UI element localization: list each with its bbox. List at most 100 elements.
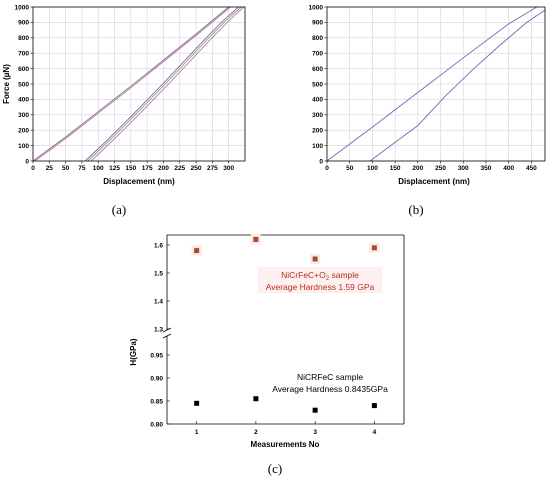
data-point [253,396,259,402]
x-tick-label: 25 [46,165,54,172]
annotation-line: NiCRFeC sample [297,372,363,382]
y-tick-label: 600 [18,66,29,73]
x-tick-label: 150 [125,165,136,172]
data-point [253,236,259,242]
y-tick-label: 200 [312,128,323,135]
annotation-base: NiCRFeC sample Average Hardness 0.8435GP… [272,372,388,394]
data-point [371,245,377,251]
plot-frame [162,234,405,425]
x-tick-label: 3 [313,429,317,436]
y-tick-label: 800 [312,35,323,42]
axis-break-mark [162,327,172,333]
annotation-line: NiCrFeC+O [281,270,326,280]
x-tick-label: 250 [191,165,202,172]
x-tick-label: 75 [78,165,86,172]
x-tick-label: 0 [325,165,329,172]
x-tick-label: 300 [458,165,469,172]
annotation-highlight [258,267,382,293]
y-tick-label: 900 [18,20,29,27]
y-tick-label: 100 [18,143,29,150]
grid [324,6,545,164]
data-point [371,403,377,409]
y-tick-label: 1000 [15,4,30,11]
annotation-oxidized: NiCrFeC+O2 sample Average Hardness 1.59 … [258,267,382,293]
x-tick-labels: 0 25 50 75 100 125 150 175 200 225 250 275 300 [31,165,234,172]
y-tick-labels: 1.3 1.4 1.5 1.6 0.80 0.85 0.90 0.95 [150,242,163,428]
data-point [312,256,318,262]
annotation-subscript: 2 [326,276,330,282]
panel-label: (a) [112,202,126,217]
plot-frame [32,6,246,162]
plot-frame [326,6,546,162]
series-line [326,6,538,162]
y-tick-label: 400 [312,97,323,104]
x-tick-label: 1 [195,429,199,436]
x-tick-labels: 1 2 3 4 [195,429,377,436]
x-tick-label: 50 [62,165,70,172]
y-tick-label: 1.6 [154,242,163,249]
x-tick-label: 50 [346,165,354,172]
y-tick-label: 100 [312,143,323,150]
data-lines [32,6,245,162]
x-tick-label: 175 [142,165,153,172]
x-tick-label: 275 [207,165,218,172]
series-line [87,6,242,162]
y-tick-label: 0 [25,158,29,165]
x-axis-label: Displacement (nm) [398,177,470,186]
y-tick-label: 300 [18,112,29,119]
x-axis-label: Displacement (nm) [103,177,175,186]
x-tick-label: 4 [373,429,377,436]
x-tick-label: 400 [503,165,514,172]
annotation-line: sample [329,270,359,280]
y-tick-label: 0.95 [150,352,163,359]
annotation-line: Average Hardness 1.59 GPa [266,282,375,292]
y-tick-label: 500 [312,81,323,88]
series-line [32,6,229,162]
y-tick-label: 1.4 [154,298,163,305]
data-points [191,234,380,413]
series-line [34,6,231,162]
y-tick-label: 0.85 [150,398,163,405]
data-point [194,248,200,254]
panel-label: (c) [268,461,282,476]
data-point [194,400,200,406]
y-tick-label: 1.5 [154,270,163,277]
y-axis-label: Force (µN) [2,64,11,104]
y-tick-label: 700 [18,51,29,58]
x-tick-labels: 0 50 100 150 200 250 300 350 400 450 [325,165,537,172]
y-tick-label: 800 [18,35,29,42]
annotation-line: Average Hardness 0.8435GPa [272,384,388,394]
x-tick-label: 100 [367,165,378,172]
y-tick-labels: 0 100 200 300 400 500 600 700 800 900 1000 [15,4,30,165]
y-tick-label: 400 [18,97,29,104]
y-axis-label: H(GPa) [129,338,138,365]
y-tick-label: 0.80 [150,421,163,428]
axis-break-mark [162,333,172,339]
x-tick-label: 225 [174,165,185,172]
x-axis-label: Measurements No [251,440,320,449]
y-tick-label: 200 [18,128,29,135]
y-tick-label: 900 [312,20,323,27]
y-tick-label: 1.3 [154,326,163,333]
y-tick-label: 1000 [309,4,324,11]
x-tick-label: 200 [158,165,169,172]
y-tick-label: 500 [18,81,29,88]
y-tick-label: 600 [312,66,323,73]
x-tick-label: 250 [435,165,446,172]
series-line [369,9,546,162]
y-tick-label: 300 [312,112,323,119]
y-tick-labels: 0 100 200 300 400 500 600 700 800 900 1000 [309,4,324,165]
series-line [90,6,245,162]
y-tick-label: 700 [312,51,323,58]
x-tick-label: 100 [93,165,104,172]
svg-text:NiCrFeC+O2 sample: NiCrFeC+O2 sample [281,270,359,282]
x-tick-label: 150 [390,165,401,172]
panel-label: (b) [408,202,423,217]
x-tick-label: 0 [31,165,35,172]
x-tick-label: 200 [412,165,423,172]
x-tick-label: 300 [223,165,234,172]
x-tick-label: 450 [526,165,537,172]
